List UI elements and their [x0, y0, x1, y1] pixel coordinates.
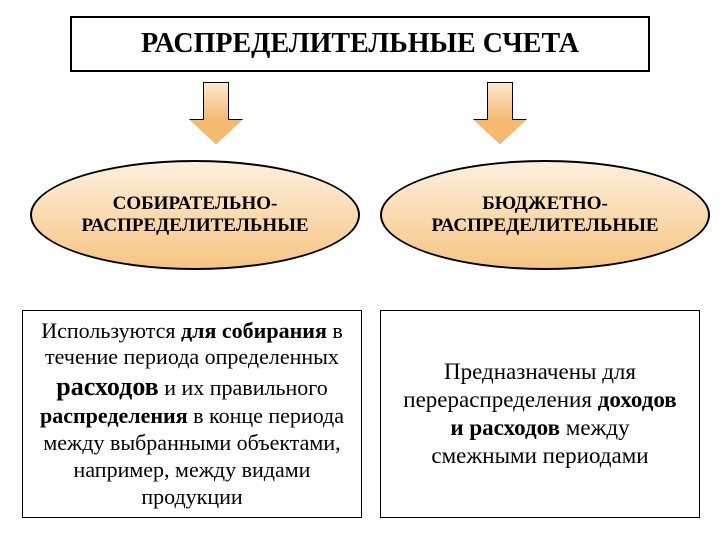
arrow-head [190, 120, 242, 144]
arrow-shaft [487, 82, 513, 120]
text-segment: распределения [40, 403, 188, 428]
title-box: РАСПРЕДЕЛИТЕЛЬНЫЕ СЧЕТА [70, 16, 650, 72]
ellipse-right-line1: БЮДЖЕТНО- [482, 193, 608, 214]
title-text: РАСПРЕДЕЛИТЕЛЬНЫЕ СЧЕТА [141, 28, 579, 60]
arrow-shaft [203, 82, 229, 120]
arrow-head [474, 120, 526, 144]
ellipse-left: СОБИРАТЕЛЬНО- РАСПРЕДЕЛИТЕЛЬНЫЕ [30, 160, 360, 270]
description-left: Используются для собирания в течение пер… [22, 310, 362, 518]
arrow-right [474, 82, 526, 144]
text-segment: для собирания [181, 318, 327, 343]
description-left-text: Используются для собирания в течение пер… [37, 318, 347, 511]
arrow-left [190, 82, 242, 144]
ellipse-right: БЮДЖЕТНО- РАСПРЕДЕЛИТЕЛЬНЫЕ [380, 160, 710, 270]
text-segment: расходов [56, 372, 158, 401]
ellipse-right-line2: РАСПРЕДЕЛИТЕЛЬНЫЕ [431, 215, 658, 236]
description-right: Предназначены для перераспределения дохо… [380, 310, 700, 518]
ellipse-left-line2: РАСПРЕДЕЛИТЕЛЬНЫЕ [81, 215, 308, 236]
text-segment: Используются [41, 318, 181, 343]
ellipse-left-line1: СОБИРАТЕЛЬНО- [113, 193, 278, 214]
text-segment: и их правильного [159, 375, 328, 400]
description-right-text: Предназначены для перераспределения дохо… [395, 358, 685, 470]
